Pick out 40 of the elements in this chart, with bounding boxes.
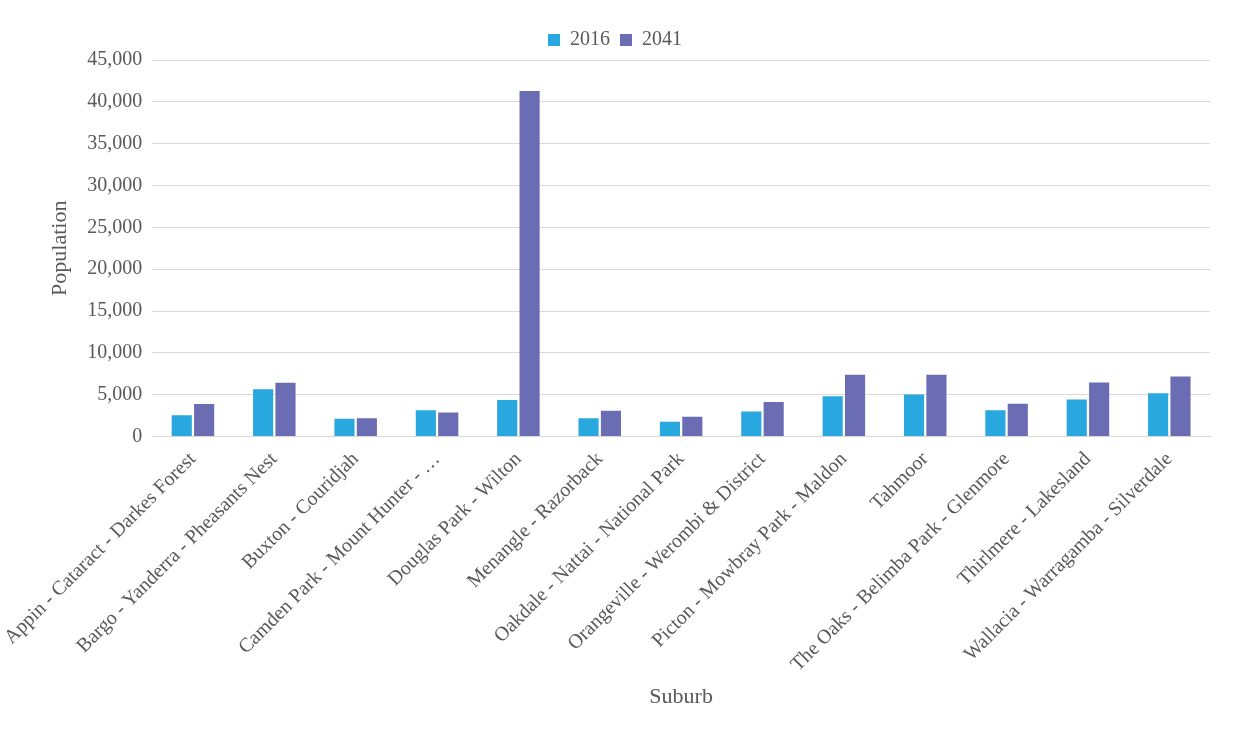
- bar: [275, 382, 296, 437]
- y-axis-title: Population: [45, 200, 71, 296]
- bar: [171, 415, 192, 437]
- bar: [1007, 403, 1028, 437]
- x-axis-title: Suburb: [649, 682, 713, 708]
- bar: [822, 396, 843, 437]
- bar: [356, 418, 377, 437]
- y-tick-label: 45,000: [87, 47, 143, 70]
- bar: [253, 389, 274, 437]
- legend-label: 2041: [642, 27, 682, 50]
- bar: [578, 418, 599, 437]
- bar: [1148, 393, 1169, 437]
- bar: [334, 418, 355, 437]
- y-tick-label: 10,000: [87, 340, 143, 363]
- y-tick-label: 5,000: [97, 381, 143, 404]
- y-tick-label: 35,000: [87, 130, 143, 153]
- legend-label: 2016: [570, 27, 610, 50]
- bar: [1089, 382, 1110, 437]
- bar: [519, 90, 540, 437]
- bar: [659, 421, 681, 437]
- bar: [926, 374, 947, 437]
- bar: [415, 410, 436, 437]
- bar: [438, 412, 459, 437]
- bar: [194, 404, 215, 437]
- bar: [763, 401, 784, 437]
- bar: [497, 400, 518, 437]
- y-tick-label: 15,000: [87, 298, 143, 321]
- bar: [600, 410, 622, 437]
- bar: [741, 411, 762, 437]
- y-tick-label: 40,000: [87, 89, 143, 112]
- y-tick-label: 0: [132, 423, 143, 446]
- bar: [1066, 399, 1087, 437]
- bar: [985, 410, 1006, 437]
- bar: [682, 416, 703, 437]
- y-tick-label: 30,000: [87, 172, 143, 195]
- bar: [1170, 376, 1191, 437]
- y-tick-label: 20,000: [87, 256, 143, 279]
- bar: [903, 394, 925, 437]
- y-tick-label: 25,000: [87, 214, 143, 237]
- bar: [844, 374, 866, 437]
